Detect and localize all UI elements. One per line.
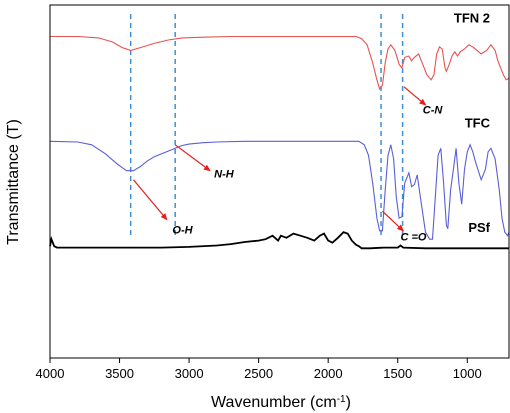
- annotation-label-cn: C-N: [423, 104, 444, 116]
- x-tick-label-4000: 4000: [36, 366, 65, 381]
- series-label-tfn-2: TFN 2: [454, 10, 490, 25]
- plot-frame: [49, 4, 510, 359]
- annotation-arrow-oh: [132, 179, 168, 221]
- annotation-label-nh: N-H: [214, 169, 235, 181]
- series-line-psf: [49, 231, 509, 250]
- annotation-arrow-cn: [403, 86, 427, 106]
- series-line-tfn-2: [50, 35, 510, 91]
- x-tick-label-3000: 3000: [175, 366, 204, 381]
- x-tick-label-2500: 2500: [244, 366, 273, 381]
- x-tick-label-1000: 1000: [453, 366, 482, 381]
- annotation-label-oh: O-H: [172, 225, 193, 237]
- series-label-tfc: TFC: [465, 115, 491, 130]
- y-axis-title: Transmittance (T): [5, 119, 22, 245]
- x-tick-label-3500: 3500: [105, 366, 134, 381]
- annotation-arrow-nh: [174, 144, 211, 172]
- x-tick-label-2000: 2000: [314, 366, 343, 381]
- series-label-psf: PSf: [468, 220, 490, 235]
- x-axis-title: Wavenumber (cm-1): [211, 394, 351, 412]
- series-line-tfc: [49, 140, 510, 240]
- x-tick-label-1500: 1500: [383, 366, 412, 381]
- annotation-arrow-co: [382, 210, 405, 232]
- annotation-label-co: C =O: [401, 232, 427, 244]
